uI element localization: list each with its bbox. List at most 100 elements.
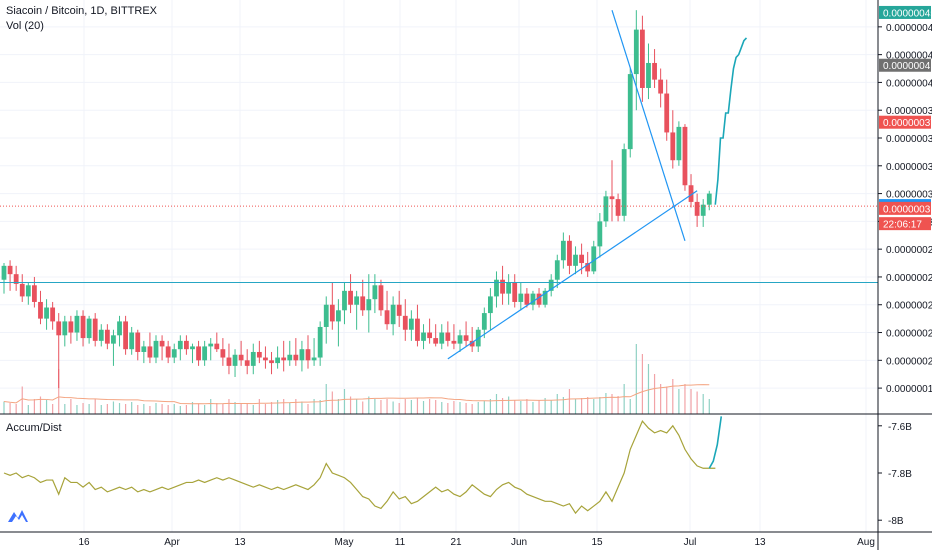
forecast-path[interactable] [714,37,748,205]
volume-bar [118,403,121,414]
grid [0,0,878,532]
descending-trendline[interactable] [611,9,686,242]
candle-body [542,290,548,305]
volume-bar [64,404,66,414]
volume-bar [204,405,206,414]
volume-bar [356,399,358,414]
candle-body [457,335,463,344]
candle-body [378,285,384,311]
ascending-trendline[interactable] [447,190,698,360]
volume-bar [76,405,78,414]
price-tick-label: 0.00000026 [886,273,932,284]
volume-bar [459,402,461,414]
price-tick-label: 0.00000044 [886,23,932,34]
candle-body [50,307,56,322]
candle-body [104,329,110,344]
volume-bar [270,402,273,414]
volume-bar [544,398,546,414]
volume-bar [313,399,315,414]
candle-body [323,304,329,327]
candle-body [463,335,469,341]
candle-body [305,349,311,361]
drawings [0,9,878,360]
candle-body [190,346,195,350]
candle-body [111,335,116,344]
volume-bar [404,399,406,414]
volume-bar [617,396,619,414]
candle-body [293,354,299,361]
volume-bar [252,405,254,414]
price-badge-bg [879,5,931,19]
tradingview-logo-icon [8,510,28,522]
volume-bar [27,405,29,414]
volume-bar [289,403,291,414]
volume-bar [392,401,394,414]
candle-body [548,279,554,291]
candle-body [80,315,86,339]
candle-body [13,274,19,284]
candle-body [421,332,426,341]
candle-body [402,315,408,330]
price-badge-bg [879,115,931,129]
candle-body [32,285,37,302]
candle-body [171,349,177,358]
candle-body [287,354,293,361]
accum-dist-pane [3,416,723,515]
candle-body [165,346,171,358]
volume-bar [429,399,431,414]
volume-bar [471,404,473,414]
candle-body [530,293,536,305]
candle-body [524,293,530,305]
time-tick-label: 11 [395,537,406,548]
volume-bar [593,399,595,414]
volume-bar [258,399,260,414]
candles [1,10,712,389]
price-badge-bg [879,58,931,72]
volume-bar [690,389,692,414]
volume-bar [465,403,467,414]
time-tick-label: Jun [511,537,527,548]
candle-body [615,199,621,216]
volume-bar [702,394,704,414]
candle-body [117,321,122,336]
volume-bar [453,401,455,414]
volume-bar [416,398,419,414]
volume-bar [477,402,479,414]
candle-body [694,201,700,216]
price-tick-label: 0.00000042 [886,51,932,62]
time-tick-label: May [335,537,354,548]
candle-body [633,29,639,75]
candle-body [238,354,244,361]
candle-body [603,196,609,222]
volume-bar [441,402,443,414]
candle-body [269,360,274,364]
volume-moving-average [3,384,710,405]
volume-bar [435,400,437,414]
candle-body [536,293,542,305]
candle-body [360,296,366,311]
volume-bar [15,404,17,414]
volume-bar [173,404,175,414]
candle-body [627,74,633,150]
indicator-title: Accum/Dist [6,422,62,434]
volume-bar [191,402,194,414]
candle-body [658,79,664,94]
volume-bar [52,404,54,414]
candle-body [159,340,165,347]
volume-bar [605,393,607,414]
volume-bar [283,399,285,414]
candle-body [25,285,31,297]
candle-body [366,299,372,311]
candle-body [579,254,584,264]
candle-body [1,265,7,280]
time-tick-label: Apr [164,537,180,548]
price-tick-label: 0.00000018 [886,384,932,395]
volume-bar [611,394,613,414]
volume-bar [9,403,11,414]
volume-bar [331,391,333,414]
candle-body [68,321,74,333]
volume-bar [447,403,449,414]
